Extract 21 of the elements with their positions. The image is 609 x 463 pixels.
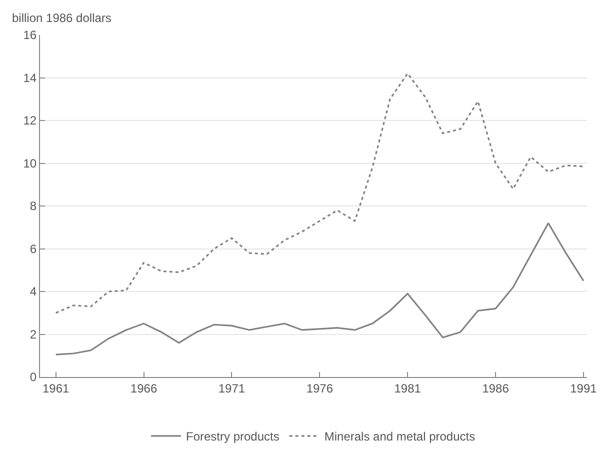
y-tick-label: 0	[30, 370, 37, 384]
y-tick-label: 8	[30, 199, 37, 214]
y-tick-label: 10	[23, 156, 37, 170]
x-tick-label: 1966	[130, 381, 158, 396]
x-tick-label: 1971	[218, 381, 246, 396]
legend-label: Forestry products	[186, 430, 280, 444]
x-tick-label: 1986	[482, 381, 510, 396]
y-tick-label: 16	[23, 28, 37, 42]
line-series	[55, 72, 584, 314]
y-axis-title: billion 1986 dollars	[12, 11, 112, 25]
y-tick-label: 6	[30, 242, 37, 256]
x-tick-label: 1961	[42, 381, 70, 396]
line-series	[55, 222, 584, 356]
x-tick-label: 1981	[394, 381, 422, 396]
x-tick-label: 1976	[306, 381, 334, 396]
y-tick-label: 12	[23, 114, 37, 128]
x-tick-label: 1991	[570, 381, 598, 396]
y-tick-label: 2	[30, 327, 37, 342]
legend-label: Minerals and metal products	[324, 430, 476, 444]
y-tick-label: 14	[23, 70, 37, 85]
y-tick-label: 4	[30, 284, 37, 299]
